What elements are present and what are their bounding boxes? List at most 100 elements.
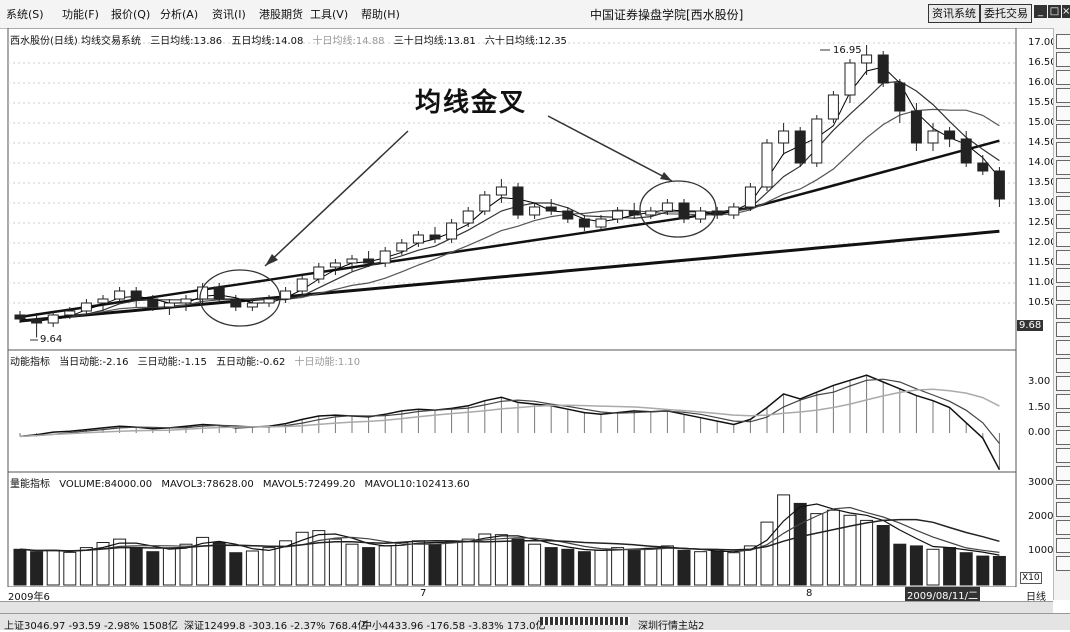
toolbar-tool-icon[interactable] [1056,520,1070,535]
candle-body [910,110,922,144]
toolbar-tool-icon[interactable] [1056,88,1070,103]
volume-bar [992,555,1006,586]
price-tick-label: 11.00 [1028,277,1057,288]
indicator-tab-bar[interactable] [0,601,1053,614]
price-tick-label: 12.00 [1028,237,1057,248]
toolbar-tool-icon[interactable] [1056,178,1070,193]
candle-body [695,210,707,220]
volume-bar [13,548,27,586]
toolbar-tool-icon[interactable] [1056,322,1070,337]
shanghai-index: 上证3046.97 -93.59 -2.98% 1508亿 [4,621,178,632]
volume-bar [312,530,326,586]
low-price-label: 9.64 [40,334,63,345]
toolbar-tool-icon[interactable] [1056,466,1070,481]
candle-body [778,130,790,144]
toolbar-tool-icon[interactable] [1056,106,1070,121]
toolbar-tool-icon[interactable] [1056,556,1070,571]
menu-hk-futures[interactable]: 港股期货 [259,8,303,21]
volume-bar [677,549,691,586]
price-tick-label: 15.50 [1028,97,1057,108]
mini-bars [540,617,630,625]
toolbar-tool-icon[interactable] [1056,70,1070,85]
momentum-tick-label: 0.00 [1028,427,1051,438]
volume-bar [279,540,293,586]
toolbar-tool-icon[interactable] [1056,232,1070,247]
toolbar-tool-icon[interactable] [1056,268,1070,283]
candle-body [97,298,109,304]
toolbar-tool-icon[interactable] [1056,412,1070,427]
toolbar-tool-icon[interactable] [1056,142,1070,157]
momentum-line [19,374,1001,471]
candle-body [844,62,856,96]
candle-body [246,302,258,308]
toolbar-tool-icon[interactable] [1056,448,1070,463]
volume-bar [146,551,160,586]
toolbar-tool-icon[interactable] [1056,52,1070,67]
toolbar-tool-icon[interactable] [1056,304,1070,319]
price-tick-label: 16.50 [1028,57,1057,68]
volume-bar [328,538,342,586]
volume-bar [943,547,957,586]
period-label[interactable]: 日线 [1026,592,1046,603]
price-panel-header: 西水股份(日线) 均线交易系统 三日均线:13.86 五日均线:14.08 十日… [10,32,573,47]
cross-circle-2 [639,180,717,238]
toolbar-tool-icon[interactable] [1056,430,1070,445]
toolbar-tool-icon[interactable] [1056,340,1070,355]
maximize-icon[interactable]: □ [1048,5,1061,18]
toolbar-tool-icon[interactable] [1056,160,1070,175]
minimize-icon[interactable]: _ [1034,5,1047,18]
toolbar-tool-icon[interactable] [1056,502,1070,517]
toolbar-tool-icon[interactable] [1056,376,1070,391]
menu-function[interactable]: 功能(F) [62,8,99,21]
menu-analysis[interactable]: 分析(A) [160,8,199,21]
toolbar-tool-icon[interactable] [1056,394,1070,409]
menu-info[interactable]: 资讯(I) [212,8,246,21]
candle-body [163,302,175,308]
candle-body [329,262,341,268]
volume-bar [710,550,724,586]
ma5-value: 五日均线:14.08 [231,36,304,47]
volume-bar [727,552,741,586]
candle-body [263,298,275,304]
volume-bar [843,514,857,586]
toolbar-tool-icon[interactable] [1056,286,1070,301]
server-label: 深圳行情主站2 [638,621,705,632]
trade-button[interactable]: 委托交易 [980,4,1032,23]
annotation-arrow-right [547,115,673,182]
ma60-value: 六十日均线:12.35 [484,36,567,47]
ma10-line [19,108,1000,322]
candle-body [80,302,92,312]
info-system-button[interactable]: 资讯系统 [928,4,980,23]
mavol5-line [19,506,1000,553]
current-price-box: 9.68 [1017,320,1044,331]
candle-body [728,206,740,216]
volume-bar [909,545,923,586]
x-label-june: 2009年6 [8,592,50,603]
mavol5-value: MAVOL5:72499.20 [262,479,356,490]
candle-body [612,210,624,220]
toolbar-tool-icon[interactable] [1056,124,1070,139]
chart-canvas[interactable] [0,28,1053,587]
volume-bar [79,547,93,586]
toolbar-tool-icon[interactable] [1056,214,1070,229]
toolbar-tool-icon[interactable] [1056,34,1070,49]
toolbar-tool-icon[interactable] [1056,358,1070,373]
close-icon[interactable]: × [1062,5,1070,18]
volume-bar [395,542,409,586]
volume-bar [428,543,442,586]
menu-help[interactable]: 帮助(H) [361,8,400,21]
momentum-d3: 三日动能:-1.15 [137,357,207,368]
menu-system[interactable]: 系统(S) [6,8,44,21]
menu-quote[interactable]: 报价(Q) [111,8,151,21]
toolbar-tool-icon[interactable] [1056,250,1070,265]
toolbar-tool-icon[interactable] [1056,196,1070,211]
candle-body [230,298,242,308]
toolbar-tool-icon[interactable] [1056,484,1070,499]
candle-body [944,130,956,140]
candle-body [363,258,375,264]
candle-body [130,290,142,300]
menu-tools[interactable]: 工具(V) [310,8,349,21]
toolbar-tool-icon[interactable] [1056,538,1070,553]
volume-bar [876,525,890,586]
smallcap-index: 中小4433.96 -176.58 -3.83% 173.0亿 [362,621,546,632]
